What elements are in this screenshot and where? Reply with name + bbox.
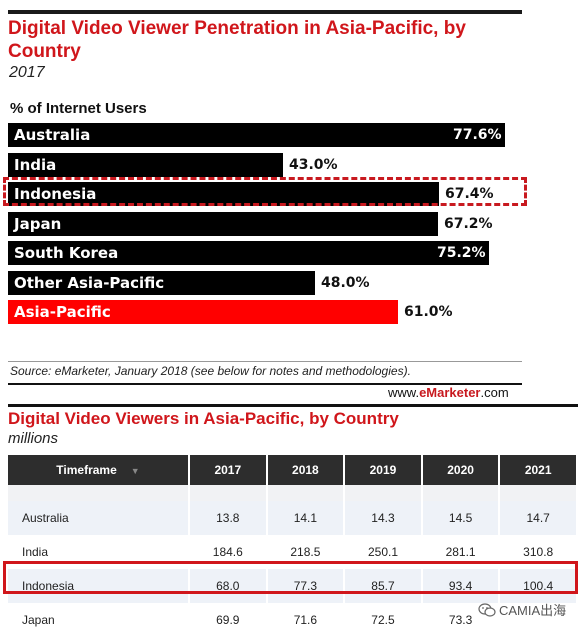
- bar-category-label: Other Asia-Pacific: [14, 274, 165, 292]
- indonesia-highlight-box: [3, 561, 578, 594]
- bar-value-label: 67.2%: [444, 216, 493, 232]
- row-country: Japan: [8, 603, 190, 637]
- row-country: Australia: [8, 501, 190, 535]
- bar-japan: [8, 212, 438, 236]
- brand-name: eMarketer: [419, 385, 481, 400]
- year-header: 2018: [267, 455, 346, 485]
- row-country: Indonesia: [8, 569, 190, 603]
- timeframe-label: Timeframe: [56, 463, 117, 477]
- bar-other-asia-pacific: [8, 271, 315, 295]
- year-header: 2017: [190, 455, 268, 485]
- row-value: 14.7: [500, 501, 578, 535]
- row-value: 71.6: [267, 603, 346, 637]
- unit-label: % of Internet Users: [10, 100, 147, 117]
- table-subtitle: millions: [8, 430, 59, 447]
- bar-value-label: 77.6%: [453, 127, 502, 143]
- timeframe-header[interactable]: Timeframe ▼: [8, 455, 190, 485]
- top-rule: [8, 10, 522, 14]
- bar-category-label: South Korea: [14, 244, 119, 262]
- bar-category-label: Indonesia: [14, 185, 97, 203]
- bar-australia: [8, 123, 505, 147]
- bar-value-label: 43.0%: [289, 157, 338, 173]
- wechat-icon: [478, 602, 496, 617]
- sort-caret-icon[interactable]: ▼: [130, 466, 140, 476]
- year-header: 2019: [345, 455, 423, 485]
- chart-subtitle: 2017: [9, 64, 45, 81]
- table-row: Indonesia 68.0 77.3 85.7 93.4 100.4: [8, 569, 578, 603]
- bar-value-label: 48.0%: [321, 275, 370, 291]
- chart-title: Digital Video Viewer Penetration in Asia…: [8, 18, 466, 62]
- bar-value-label: 67.4%: [445, 186, 494, 202]
- table-header-row: Timeframe ▼ 2017 2018 2019 2020 2021: [8, 455, 578, 485]
- row-value: 72.5: [345, 603, 423, 637]
- row-value: 77.3: [267, 569, 346, 603]
- indonesia-highlight-dashed: [3, 177, 527, 206]
- row-value: 14.3: [345, 501, 423, 535]
- row-value: 13.8: [190, 501, 268, 535]
- bar-category-label: Australia: [14, 126, 91, 144]
- row-value: 69.9: [190, 603, 268, 637]
- brand-rule: [8, 383, 522, 385]
- bar-category-label: India: [14, 156, 57, 174]
- row-value: 93.4: [422, 569, 501, 603]
- bar-south-korea: [8, 241, 489, 265]
- row-value: 85.7: [345, 569, 423, 603]
- source-rule: [8, 361, 522, 362]
- brand-prefix: www.: [388, 385, 420, 400]
- bar-category-label: Asia-Pacific: [14, 303, 111, 321]
- bar-asia-pacific: [8, 300, 398, 324]
- source-note: Source: eMarketer, January 2018 (see bel…: [10, 364, 411, 378]
- row-value: 14.1: [267, 501, 346, 535]
- bar-indonesia: [8, 182, 439, 206]
- bar-value-label: 61.0%: [404, 304, 453, 320]
- table-top-rule: [8, 404, 578, 407]
- brand-suffix: .com: [480, 385, 509, 400]
- watermark: CAMIA出海: [478, 600, 566, 619]
- table-title: Digital Video Viewers in Asia-Pacific, b…: [8, 409, 399, 428]
- row-value: 68.0: [190, 569, 268, 603]
- row-value: 100.4: [500, 569, 578, 603]
- watermark-text: CAMIA出海: [499, 603, 567, 618]
- bar-value-label: 75.2%: [437, 245, 486, 261]
- table-row: Japan 69.9 71.6 72.5 73.3: [8, 603, 578, 637]
- row-value: [500, 603, 578, 637]
- year-header: 2021: [500, 455, 578, 485]
- table-spacer-row: [8, 485, 578, 501]
- bar-india: [8, 153, 283, 177]
- bar-category-label: Japan: [14, 215, 62, 233]
- year-header: 2020: [422, 455, 501, 485]
- row-value: 14.5: [422, 501, 501, 535]
- emarketer-brand[interactable]: www.eMarketer.com: [388, 385, 509, 400]
- table-row: Australia 13.8 14.1 14.3 14.5 14.7: [8, 501, 578, 535]
